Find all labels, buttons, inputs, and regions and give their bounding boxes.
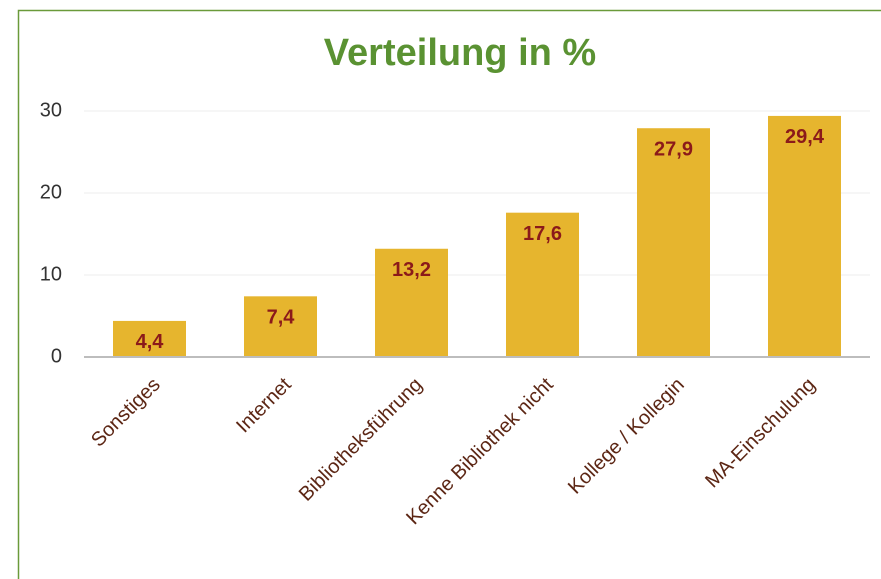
bar: [113, 320, 186, 357]
value-label: 13,2: [392, 259, 431, 281]
y-tick-label: 30: [40, 99, 62, 121]
value-label: 27,9: [654, 139, 693, 161]
y-tick-label: 0: [51, 345, 62, 367]
value-label: 17,6: [523, 223, 562, 245]
bar: [244, 296, 317, 357]
value-label: 7,4: [267, 307, 296, 329]
bar: [506, 212, 579, 357]
y-tick-label: 20: [40, 181, 62, 203]
chart-title: Verteilung in %: [324, 32, 596, 74]
bar: [768, 115, 841, 357]
y-tick-label: 10: [40, 263, 62, 285]
bar: [637, 128, 710, 357]
value-label: 29,4: [785, 126, 825, 148]
bar: [375, 248, 448, 357]
value-label: 4,4: [136, 331, 165, 353]
frame-border: [17, 9, 881, 579]
